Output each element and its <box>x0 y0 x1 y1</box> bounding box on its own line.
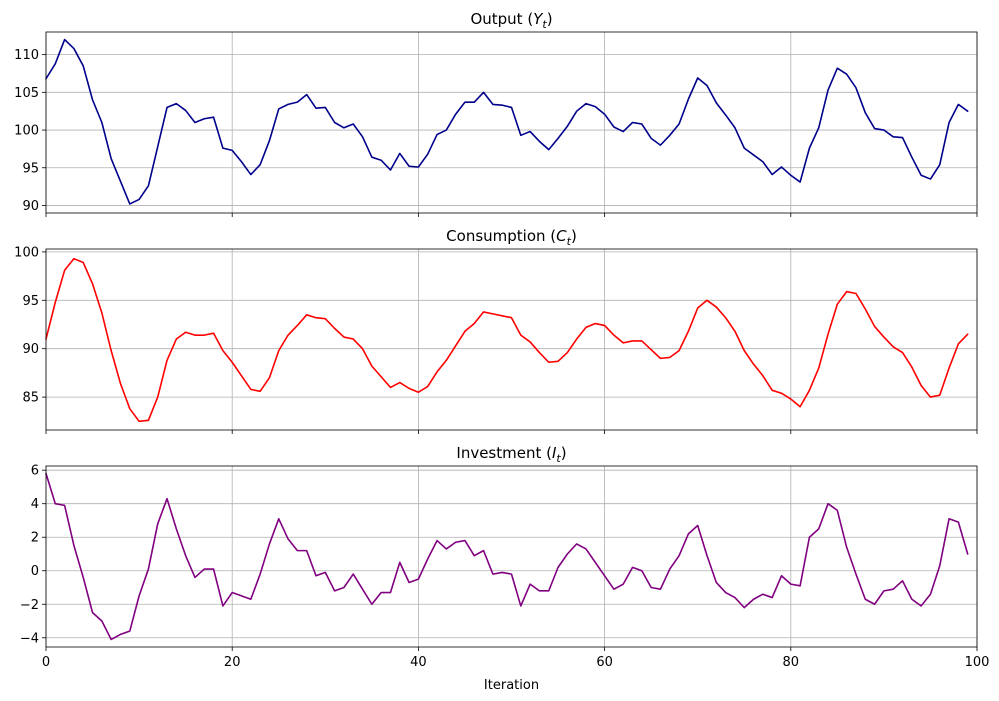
y-tick-label: −2 <box>20 598 39 613</box>
subplot-title: Output (Yt) <box>470 10 552 31</box>
y-tick-label: 95 <box>22 294 39 309</box>
x-axis-label: Iteration <box>484 678 539 693</box>
y-tick-label: 105 <box>14 86 39 101</box>
plot-frame <box>45 31 978 214</box>
x-tick-label: 20 <box>224 655 241 670</box>
y-tick-label: 90 <box>22 199 39 214</box>
y-tick-label: 2 <box>31 531 39 546</box>
y-tick-label: 100 <box>14 124 39 139</box>
subplot-title: Investment (It) <box>456 444 566 465</box>
subplot-title: Consumption (Ct) <box>446 227 577 248</box>
y-tick-label: 110 <box>14 48 39 63</box>
y-tick-label: 95 <box>22 161 39 176</box>
plot-frame <box>45 248 978 431</box>
y-tick-label: 4 <box>31 497 39 512</box>
y-tick-label: 6 <box>31 464 39 479</box>
x-tick-label: 60 <box>596 655 613 670</box>
y-tick-label: 85 <box>22 391 39 406</box>
x-tick-label: 40 <box>410 655 427 670</box>
series-line <box>45 257 969 423</box>
x-tick-label: 80 <box>783 655 800 670</box>
series-line <box>45 38 969 205</box>
series-line <box>45 472 969 641</box>
y-tick-label: 90 <box>22 342 39 357</box>
y-tick-label: 0 <box>31 564 39 579</box>
y-tick-label: −4 <box>20 631 39 646</box>
y-tick-label: 100 <box>14 245 39 260</box>
subplot-1: 90 95 100 105 110 Output (Yt) <box>14 10 978 217</box>
plot-frame <box>45 465 978 648</box>
x-tick-label: 100 <box>965 655 990 670</box>
subplot-2: 85 90 95 100 Consumption (Ct) <box>14 227 978 434</box>
x-tick-label: 0 <box>42 655 50 670</box>
